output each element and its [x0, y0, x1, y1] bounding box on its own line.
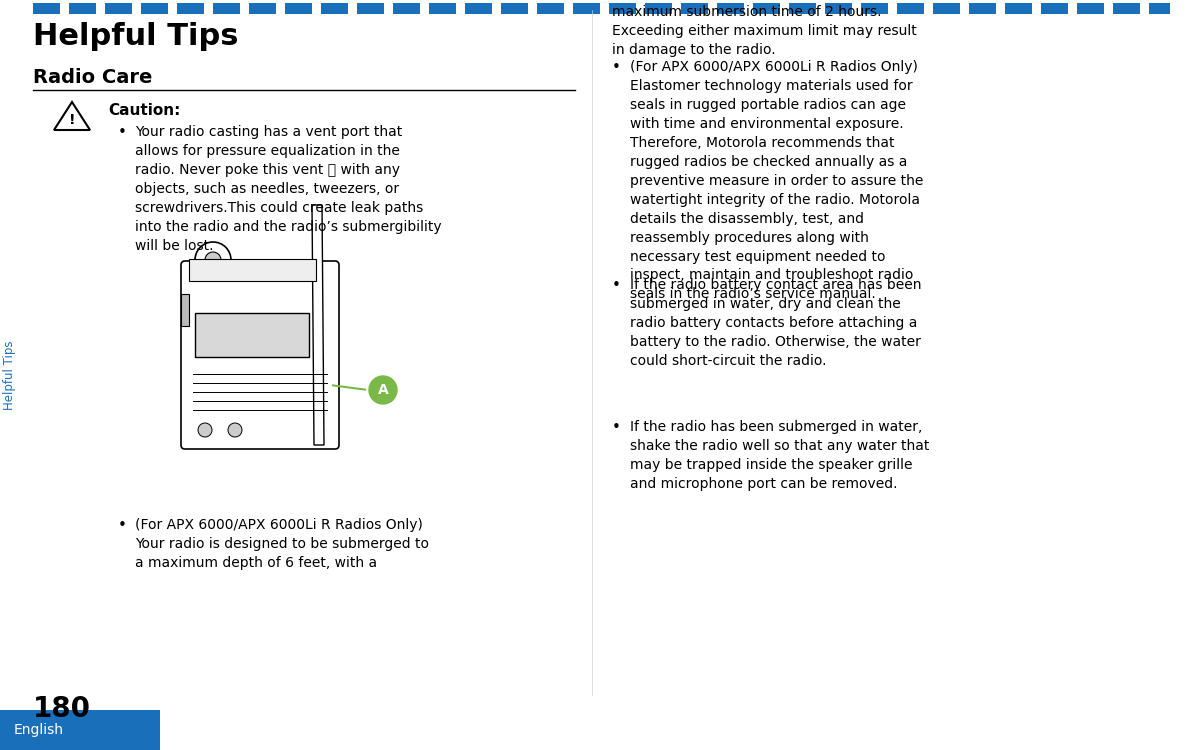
Text: Your radio casting has a vent port that
allows for pressure equalization in the
: Your radio casting has a vent port that …	[135, 125, 442, 253]
FancyBboxPatch shape	[573, 3, 600, 14]
FancyBboxPatch shape	[789, 3, 816, 14]
Text: A: A	[377, 383, 388, 397]
Text: (For APX 6000/APX 6000Li R Radios Only)
Elastomer technology materials used for
: (For APX 6000/APX 6000Li R Radios Only) …	[630, 60, 923, 302]
FancyBboxPatch shape	[105, 3, 132, 14]
Text: !: !	[68, 113, 75, 127]
FancyBboxPatch shape	[717, 3, 745, 14]
FancyBboxPatch shape	[177, 3, 203, 14]
FancyBboxPatch shape	[357, 3, 384, 14]
Text: •: •	[119, 518, 127, 533]
Circle shape	[195, 242, 231, 278]
FancyBboxPatch shape	[970, 3, 996, 14]
FancyBboxPatch shape	[645, 3, 672, 14]
Text: •: •	[612, 420, 621, 435]
FancyBboxPatch shape	[609, 3, 636, 14]
FancyBboxPatch shape	[753, 3, 780, 14]
FancyBboxPatch shape	[1149, 3, 1169, 14]
FancyBboxPatch shape	[141, 3, 168, 14]
FancyBboxPatch shape	[195, 313, 309, 357]
FancyBboxPatch shape	[825, 3, 852, 14]
FancyBboxPatch shape	[502, 3, 528, 14]
Circle shape	[227, 423, 242, 437]
Text: maximum submersion time of 2 hours.
Exceeding either maximum limit may result
in: maximum submersion time of 2 hours. Exce…	[612, 5, 917, 57]
Text: •: •	[612, 60, 621, 75]
FancyBboxPatch shape	[897, 3, 924, 14]
Text: Helpful Tips: Helpful Tips	[4, 340, 17, 410]
Text: English: English	[14, 723, 63, 737]
FancyBboxPatch shape	[393, 3, 420, 14]
Text: 180: 180	[34, 695, 91, 723]
FancyBboxPatch shape	[537, 3, 564, 14]
FancyBboxPatch shape	[1113, 3, 1140, 14]
FancyBboxPatch shape	[321, 3, 348, 14]
FancyBboxPatch shape	[1077, 3, 1104, 14]
FancyBboxPatch shape	[213, 3, 241, 14]
Text: If the radio battery contact area has been
submerged in water, dry and clean the: If the radio battery contact area has be…	[630, 278, 922, 368]
Text: Caution:: Caution:	[108, 103, 181, 118]
FancyBboxPatch shape	[285, 3, 312, 14]
Text: Helpful Tips: Helpful Tips	[34, 22, 238, 51]
FancyBboxPatch shape	[464, 3, 492, 14]
FancyBboxPatch shape	[69, 3, 96, 14]
Text: •: •	[119, 125, 127, 140]
FancyBboxPatch shape	[429, 3, 456, 14]
Circle shape	[198, 423, 212, 437]
FancyBboxPatch shape	[932, 3, 960, 14]
Text: Radio Care: Radio Care	[34, 68, 152, 87]
Text: If the radio has been submerged in water,
shake the radio well so that any water: If the radio has been submerged in water…	[630, 420, 929, 491]
Text: •: •	[612, 278, 621, 293]
Circle shape	[369, 376, 397, 404]
FancyBboxPatch shape	[181, 261, 339, 449]
Text: (For APX 6000/APX 6000Li R Radios Only)
Your radio is designed to be submerged t: (For APX 6000/APX 6000Li R Radios Only) …	[135, 518, 429, 570]
FancyBboxPatch shape	[1041, 3, 1068, 14]
Polygon shape	[312, 205, 324, 445]
FancyBboxPatch shape	[181, 294, 189, 326]
FancyBboxPatch shape	[0, 710, 160, 750]
Circle shape	[205, 252, 221, 268]
FancyBboxPatch shape	[249, 3, 277, 14]
FancyBboxPatch shape	[34, 3, 60, 14]
FancyBboxPatch shape	[1005, 3, 1032, 14]
FancyBboxPatch shape	[681, 3, 707, 14]
FancyBboxPatch shape	[189, 259, 316, 281]
FancyBboxPatch shape	[861, 3, 888, 14]
